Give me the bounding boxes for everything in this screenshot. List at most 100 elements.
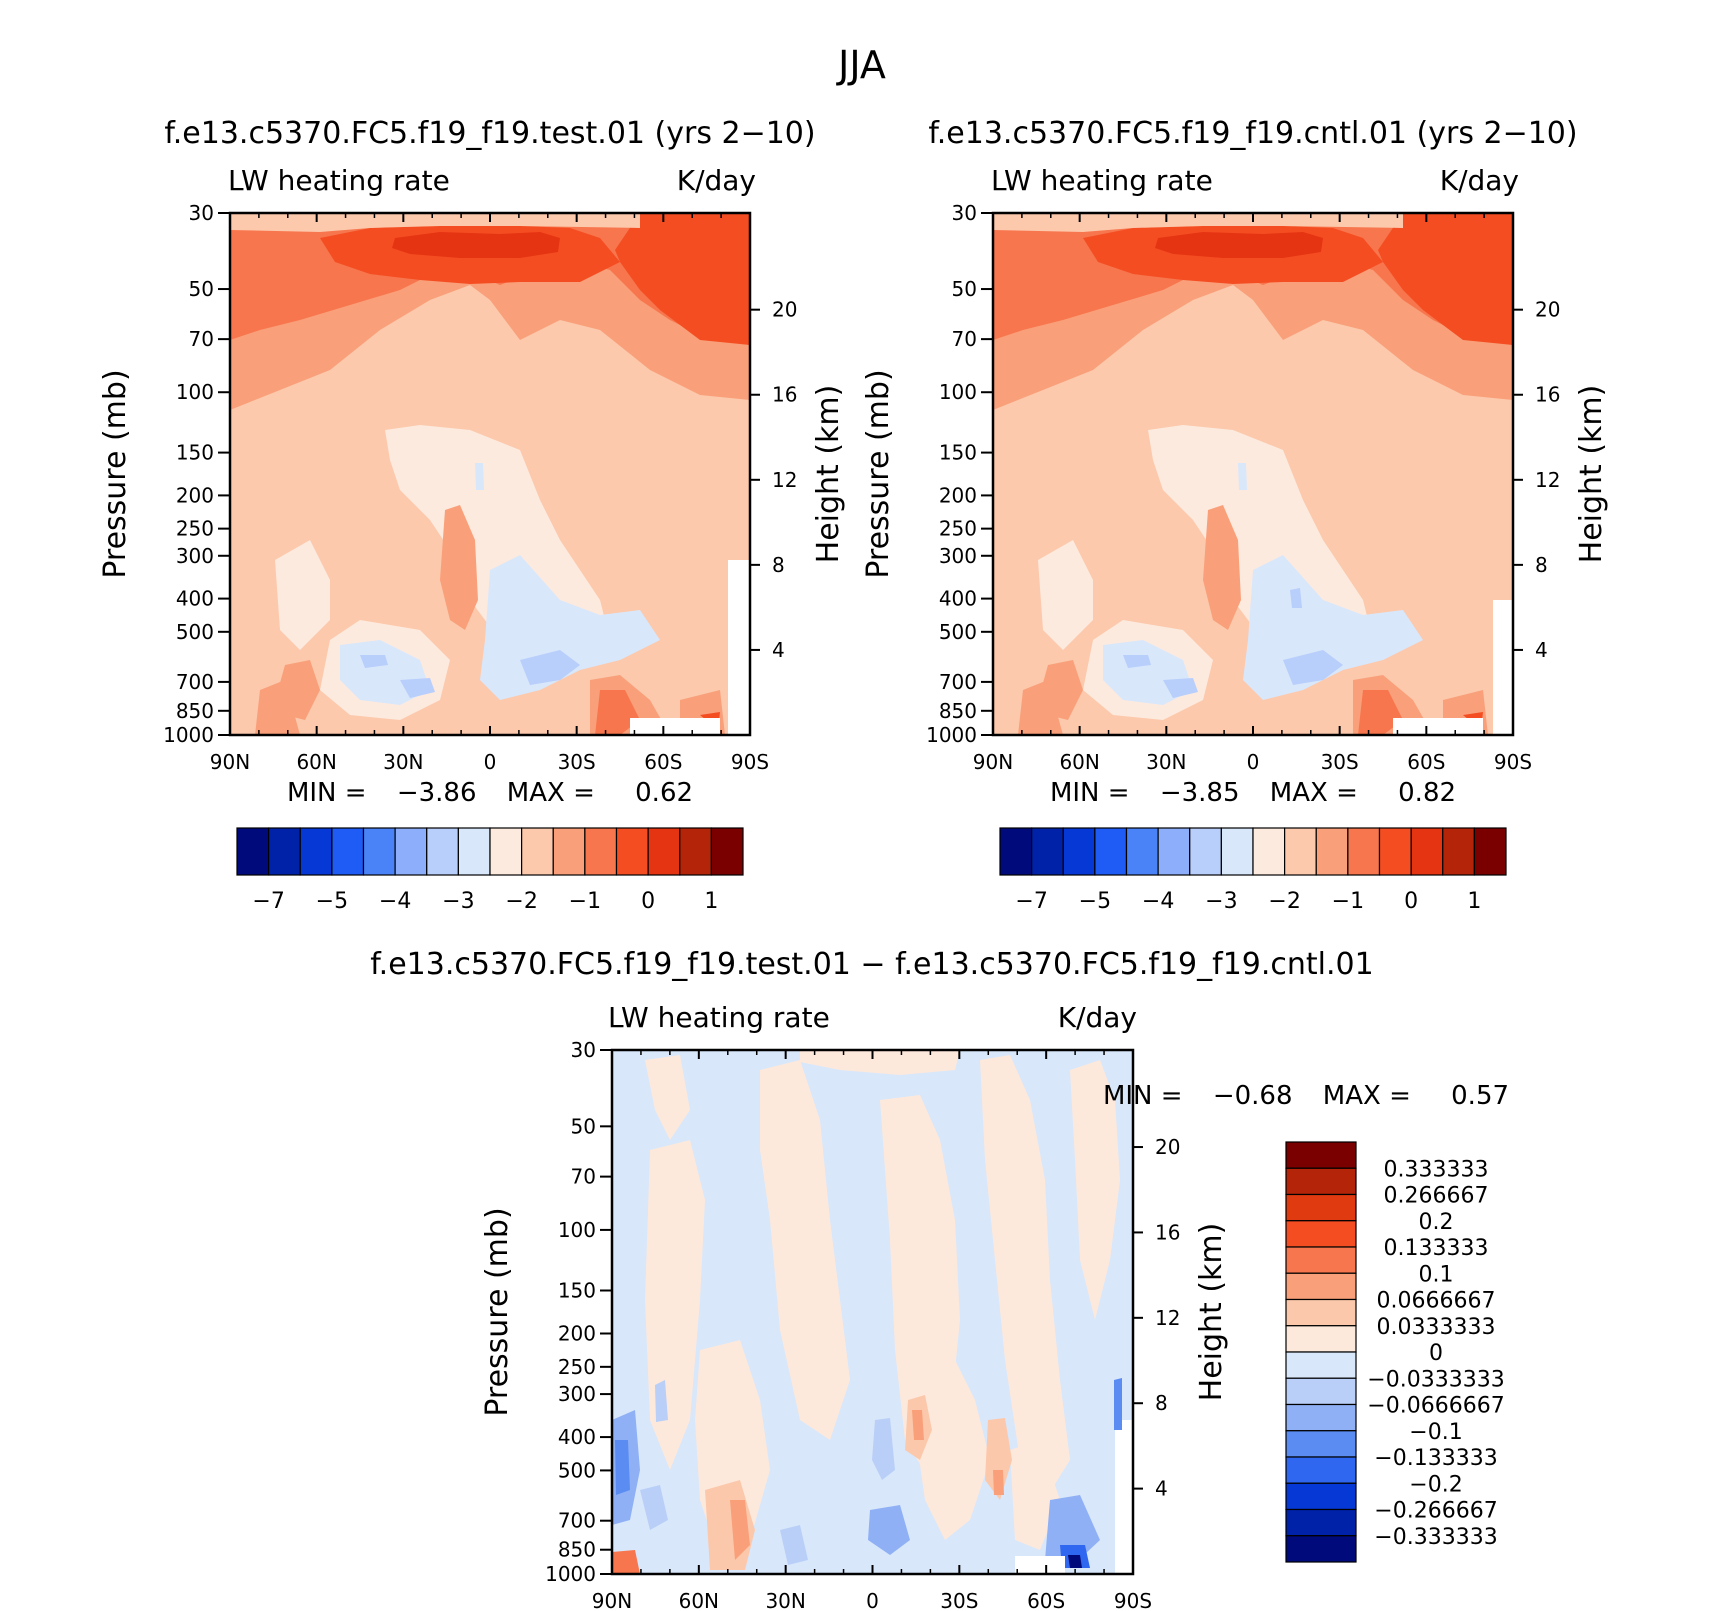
- x-tick-label: 60S: [1027, 1589, 1065, 1611]
- y-tick-label: 250: [176, 517, 214, 541]
- colorbar-box: [1125, 827, 1159, 876]
- colorbar-box: [331, 827, 365, 876]
- max-value: 0.57: [1451, 1081, 1509, 1111]
- field-region: [993, 213, 1403, 232]
- colorbar-box: [1285, 1167, 1357, 1196]
- field-region: [640, 1485, 668, 1530]
- field-region: [980, 1055, 1070, 1500]
- y-tick-label: 30: [571, 1038, 596, 1062]
- field-region: [993, 1470, 1004, 1495]
- right-tick-label: 4: [1155, 1477, 1168, 1501]
- max-label: MAX =: [507, 778, 595, 808]
- field-region: [1114, 1378, 1122, 1430]
- y-tick-label: 50: [189, 277, 214, 301]
- field-region: [1045, 1495, 1100, 1568]
- y-tick-label: 250: [939, 517, 977, 541]
- field-region: [1070, 1060, 1120, 1320]
- y-tick-label: 850: [176, 699, 214, 723]
- colorbar-label: −5: [316, 889, 348, 914]
- y-tick-label: 100: [176, 380, 214, 404]
- colorbar-box: [1378, 827, 1412, 876]
- min-label: MIN =: [287, 778, 367, 808]
- colorbar-box: [1285, 1141, 1357, 1169]
- field-region: [1378, 213, 1513, 345]
- colorbar-box: [1285, 1193, 1357, 1222]
- colorbar-label: −0.133333: [1374, 1446, 1497, 1471]
- colorbar-label: −0.0333333: [1367, 1367, 1504, 1392]
- colorbar-box: [615, 827, 649, 876]
- min-label: MIN =: [1103, 1081, 1183, 1111]
- colorbar-label: −4: [1142, 889, 1174, 914]
- y-tick-label: 400: [176, 587, 214, 611]
- right-tick-label: 8: [772, 553, 785, 577]
- colorbar: 0.3333330.2666670.20.1333330.10.06666670…: [1285, 1141, 1505, 1563]
- colorbar-label: 0.0666667: [1377, 1289, 1496, 1314]
- field-region: [1290, 588, 1302, 608]
- colorbar-box: [299, 827, 333, 876]
- colorbar-box: [1285, 1351, 1357, 1379]
- y-tick-label: 200: [558, 1321, 596, 1345]
- colorbar-box: [1285, 1482, 1357, 1511]
- field-region: [612, 1550, 640, 1574]
- field-region: [275, 540, 330, 650]
- colorbar-box: [1285, 1272, 1357, 1301]
- colorbar-box: [1285, 1220, 1357, 1248]
- field-region: [255, 680, 300, 735]
- y-tick-label: 700: [176, 670, 214, 694]
- field-region: [615, 213, 750, 345]
- colorbar-box: [999, 827, 1033, 876]
- colorbar-box: [552, 827, 586, 876]
- field-region: [1068, 1555, 1082, 1568]
- colorbar-label: −7: [252, 889, 284, 914]
- x-tick-label: 90N: [592, 1589, 632, 1611]
- figure-title: JJA: [836, 43, 886, 87]
- colorbar-box: [1189, 827, 1222, 876]
- colorbar-label: 1: [704, 889, 718, 914]
- field-region: [1203, 505, 1241, 630]
- colorbar-label: 0.133333: [1384, 1236, 1489, 1261]
- colorbar-box: [1157, 827, 1191, 876]
- y-tick-label: 200: [939, 483, 977, 507]
- y-tick-label: 850: [939, 699, 977, 723]
- right-axis-title: Height (km): [1574, 385, 1609, 564]
- y-tick-label: 50: [571, 1114, 596, 1138]
- right-axis-title: Height (km): [811, 385, 846, 564]
- x-tick-label: 0: [484, 750, 497, 774]
- field-region: [760, 1060, 850, 1440]
- field-region: [595, 690, 640, 735]
- x-tick-label: 60S: [644, 750, 682, 774]
- field-region: [780, 1525, 808, 1565]
- colorbar-label: −3: [442, 889, 474, 914]
- field-region: [1018, 680, 1063, 735]
- stats: MIN = −3.85 MAX = 0.82: [1050, 778, 1456, 808]
- colorbar-label: −1: [569, 889, 601, 914]
- x-tick-label: 90S: [1494, 750, 1532, 774]
- right-tick-label: 20: [1155, 1135, 1180, 1159]
- colorbar-label: 0.266667: [1384, 1184, 1489, 1209]
- stats: MIN = −3.86 MAX = 0.62: [287, 778, 693, 808]
- axes: 90N 60N 30N 0 30S 60S 90S 30 50 70 100 150 200 250 300…: [480, 1038, 1229, 1611]
- right-tick-label: 20: [772, 298, 797, 322]
- colorbar-box: [1284, 827, 1317, 876]
- field-region: [230, 213, 640, 232]
- colorbar-box: [1410, 827, 1444, 876]
- x-tick-label: 60N: [679, 1589, 719, 1611]
- contour-field: [230, 213, 750, 735]
- x-tick-label: 0: [1247, 750, 1260, 774]
- x-tick-label: 60N: [296, 750, 336, 774]
- field-region: [1123, 655, 1151, 668]
- x-tick-label: 30S: [1321, 750, 1359, 774]
- y-axis-title: Pressure (mb): [98, 369, 133, 578]
- field-region: [520, 650, 580, 685]
- colorbar-label: −0.2: [1409, 1472, 1462, 1497]
- field-region: [800, 1050, 960, 1075]
- colorbar-label: 0: [641, 889, 655, 914]
- colorbar-box: [679, 827, 712, 876]
- y-tick-label: 1000: [163, 723, 214, 747]
- field-region: [615, 1440, 630, 1495]
- x-tick-label: 90N: [973, 750, 1013, 774]
- colorbar-label: −7: [1015, 889, 1047, 914]
- colorbar-box: [1442, 827, 1475, 876]
- y-tick-label: 30: [189, 201, 214, 225]
